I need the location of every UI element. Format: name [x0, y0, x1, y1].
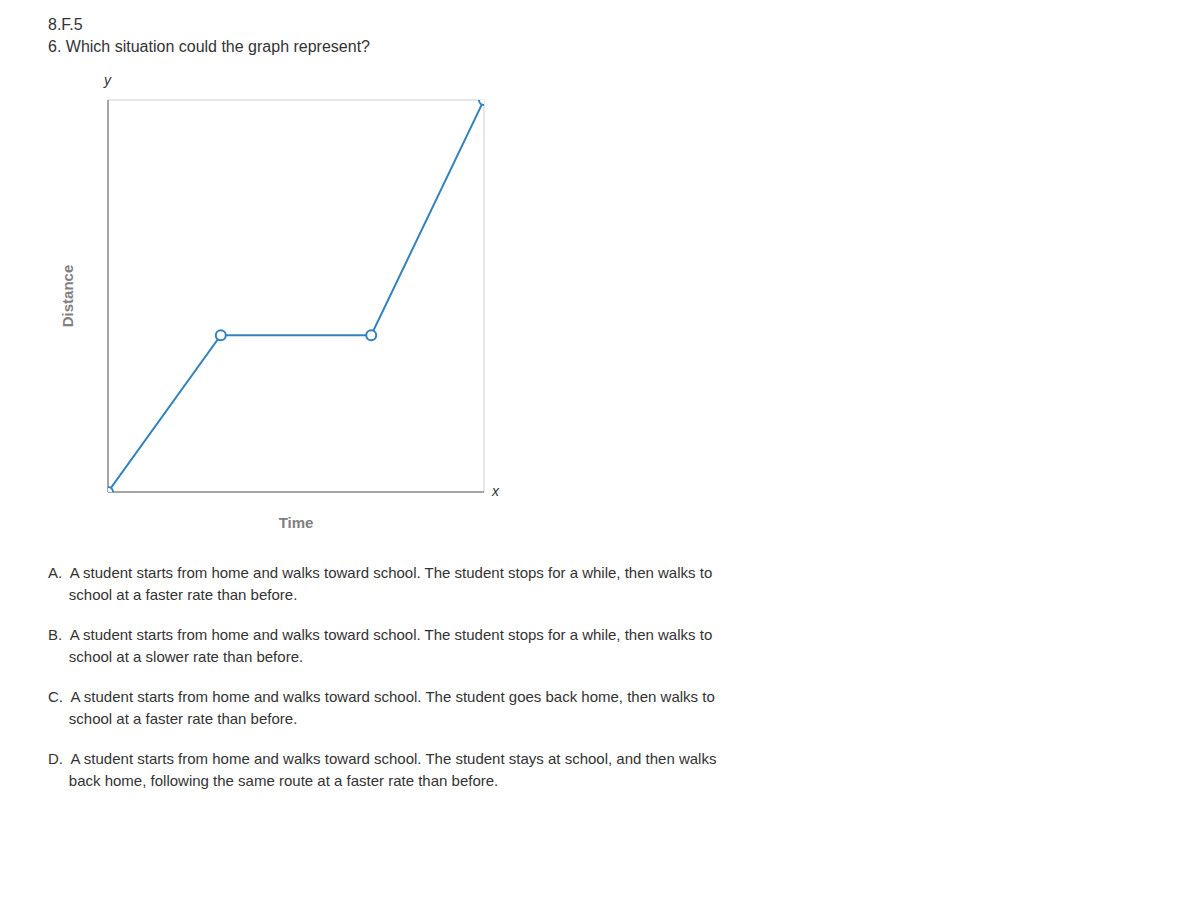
svg-text:Time: Time [279, 514, 314, 531]
html-text:school at a faster rate than b: school at a faster rate than before. [48, 710, 298, 727]
html-text:school at a slower rate than b: school at a slower rate than before. [48, 648, 304, 665]
html-text:D. A student starts from home: D. A student starts from home and walks … [48, 750, 717, 767]
html-text:6. Which situation could the g: 6. Which situation could the graph repre… [48, 38, 370, 55]
html-text:back home, following the same: back home, following the same route at a… [48, 772, 499, 789]
html-text:x: x [492, 483, 499, 499]
svg-text:Distance: Distance [59, 265, 76, 328]
html-text:y: y [104, 72, 111, 88]
html-text:B. A student starts from home: B. A student starts from home and walks … [48, 626, 713, 643]
html-text:C. A student starts from home: C. A student starts from home and walks … [48, 688, 715, 705]
html-text:school at a faster rate than b: school at a faster rate than before. [48, 586, 298, 603]
html-text:A. A student starts from home: A. A student starts from home and walks … [48, 564, 713, 581]
html-text:8.F.5: 8.F.5 [48, 16, 83, 33]
